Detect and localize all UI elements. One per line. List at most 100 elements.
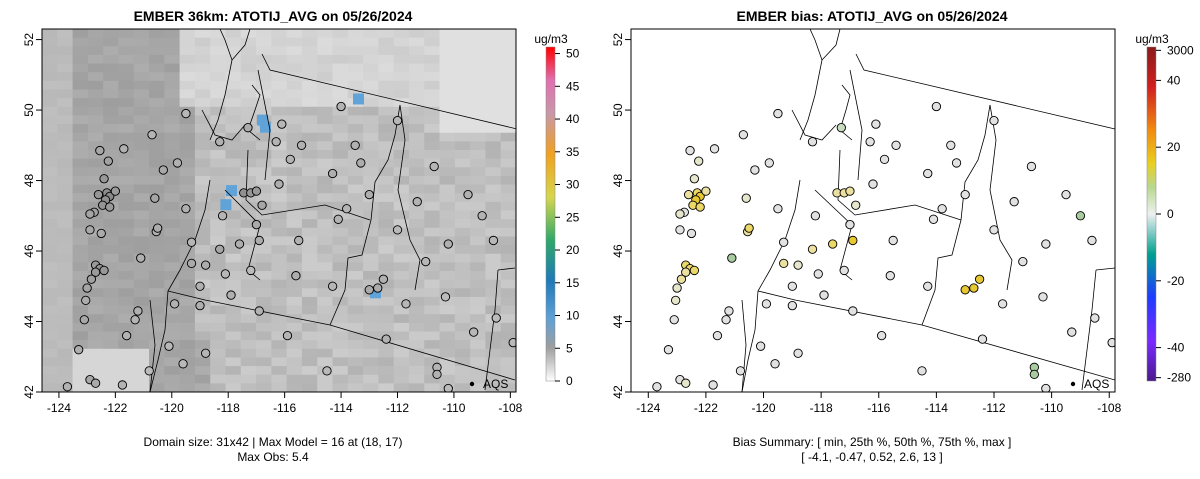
grid-cell: [149, 348, 165, 358]
y-tick-label: 48: [611, 174, 625, 188]
grid-cell: [301, 193, 318, 203]
station-point: [90, 267, 101, 277]
grid-cell: [118, 106, 135, 116]
grid-cell: [164, 106, 181, 116]
y-tick-label: 52: [611, 33, 625, 47]
grid-cell: [363, 175, 379, 185]
grid-cell: [42, 124, 58, 134]
grid-cell: [87, 279, 104, 289]
grid-cell: [72, 219, 89, 229]
grid-cell: [332, 331, 349, 341]
right-map-background: [631, 29, 1115, 392]
grid-cell: [393, 253, 410, 263]
grid-cell: [240, 322, 257, 332]
grid-cell: [408, 348, 425, 358]
grid-cell: [378, 288, 395, 298]
grid-cell: [240, 279, 257, 289]
station-point: [195, 281, 205, 291]
grid-cell: [301, 37, 318, 47]
grid-cell: [164, 54, 181, 64]
grid-cell: [393, 124, 410, 134]
grid-cell: [332, 54, 349, 64]
grid-cell: [363, 184, 379, 194]
grid-cell: [256, 253, 272, 263]
grid-cell: [149, 322, 165, 332]
grid-cell: [271, 314, 288, 324]
grid-cell: [194, 124, 211, 134]
grid-cell: [256, 150, 272, 160]
grid-cell: [378, 366, 395, 376]
grid-cell: [500, 305, 516, 315]
grid-cell: [210, 167, 226, 177]
grid-cell: [317, 340, 333, 350]
grid-cell: [118, 167, 135, 177]
grid-cell: [103, 348, 119, 358]
grid-cell: [347, 271, 364, 281]
grid-cell: [378, 132, 395, 142]
grid-cell: [347, 175, 364, 185]
grid-cell: [271, 340, 288, 350]
grid-cell: [87, 184, 104, 194]
grid-cell: [164, 98, 181, 108]
grid-cell: [301, 46, 318, 56]
grid-cell: [408, 322, 425, 332]
grid-cell: [103, 279, 119, 289]
grid-cell: [225, 245, 242, 255]
station-point: [364, 189, 374, 200]
right-colorbar: ug/m3 3000 40 20 0 -20 -40 -280: [1135, 32, 1194, 385]
grid-cell: [240, 331, 257, 341]
grid-cell: [164, 357, 181, 367]
grid-cell: [149, 37, 165, 47]
grid-cell: [149, 132, 165, 142]
grid-cell: [133, 72, 150, 82]
grid-cell: [378, 357, 395, 367]
grid-cell: [393, 340, 410, 350]
grid-cell: [210, 331, 226, 341]
grid-cell: [194, 322, 211, 332]
x-tick-label: -116: [867, 401, 890, 415]
grid-cell: [118, 236, 135, 246]
grid-cell: [42, 322, 58, 332]
grid-cell: [240, 175, 257, 185]
station-point: [807, 137, 818, 147]
station-point: [153, 223, 163, 233]
grid-cell: [87, 150, 104, 160]
grid-cell: [256, 72, 272, 82]
station-point: [105, 202, 115, 212]
grid-cell: [500, 271, 516, 281]
grid-cell: [149, 89, 165, 99]
grid-cell: [347, 106, 364, 116]
grid-cell: [332, 106, 349, 116]
grid-cell: [439, 271, 456, 281]
grid-cell: [240, 158, 257, 168]
grid-cell: [485, 37, 502, 47]
grid-cell: [225, 374, 242, 384]
grid-cell: [393, 262, 410, 272]
grid-cell: [164, 288, 181, 298]
grid-cell: [301, 227, 318, 237]
grid-cell: [317, 46, 333, 56]
grid-cell: [301, 236, 318, 246]
grid-cell: [256, 106, 272, 116]
grid-cell: [87, 322, 104, 332]
left-plot-frame: [41, 28, 517, 393]
station-point: [144, 366, 154, 376]
grid-cell: [347, 201, 364, 211]
grid-cell: [500, 262, 516, 272]
grid-cell: [240, 89, 257, 99]
grid-cell: [439, 219, 456, 229]
grid-cell: [332, 29, 349, 39]
station-point: [819, 290, 829, 300]
grid-cell: [271, 184, 288, 194]
grid-cell: [225, 29, 242, 39]
grid-cell: [363, 63, 379, 73]
grid-cell: [225, 167, 242, 177]
left-x-axis: -124 -122 -120 -118 -116 -114 -112 -110 -108: [47, 392, 523, 415]
grid-cell: [133, 29, 150, 39]
grid-cell: [363, 383, 379, 392]
grid-cell: [256, 305, 272, 315]
grid-cell: [210, 383, 226, 392]
grid-cell: [87, 115, 104, 125]
grid-cell: [57, 80, 73, 90]
grid-cell: [470, 201, 486, 211]
